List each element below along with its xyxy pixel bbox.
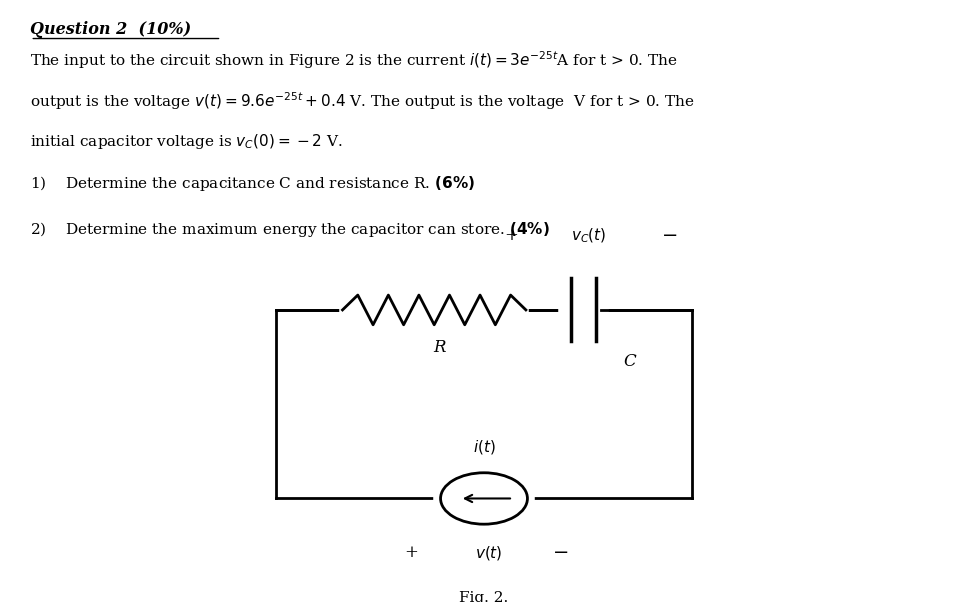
Text: initial capacitor voltage is $v_C(0) = -2$ V.: initial capacitor voltage is $v_C(0) = -… [30, 132, 343, 151]
Text: The input to the circuit shown in Figure 2 is the current $i(t) = 3e^{-25t}$A fo: The input to the circuit shown in Figure… [30, 49, 679, 70]
Text: +: + [504, 227, 518, 244]
Text: −: − [662, 226, 679, 244]
Text: Question 2  (10%): Question 2 (10%) [30, 22, 192, 39]
Circle shape [440, 473, 528, 524]
Text: +: + [405, 544, 418, 561]
Text: $i(t)$: $i(t)$ [472, 438, 496, 456]
Text: 2)    Determine the maximum energy the capacitor can store. $\mathbf{(4\%)}$: 2) Determine the maximum energy the capa… [30, 220, 550, 239]
Text: $v_C(t)$: $v_C(t)$ [571, 226, 606, 245]
Text: −: − [553, 544, 569, 562]
Text: $v(t)$: $v(t)$ [475, 544, 502, 562]
Text: output is the voltage $v(t) = 9.6e^{-25t} + 0.4$ V. The output is the voltage  V: output is the voltage $v(t) = 9.6e^{-25t… [30, 90, 695, 112]
Text: Fig. 2.: Fig. 2. [460, 591, 508, 602]
Text: 1)    Determine the capacitance C and resistance R. $\mathbf{(6\%)}$: 1) Determine the capacitance C and resis… [30, 174, 475, 193]
Text: R: R [433, 338, 445, 356]
Text: C: C [623, 353, 636, 370]
